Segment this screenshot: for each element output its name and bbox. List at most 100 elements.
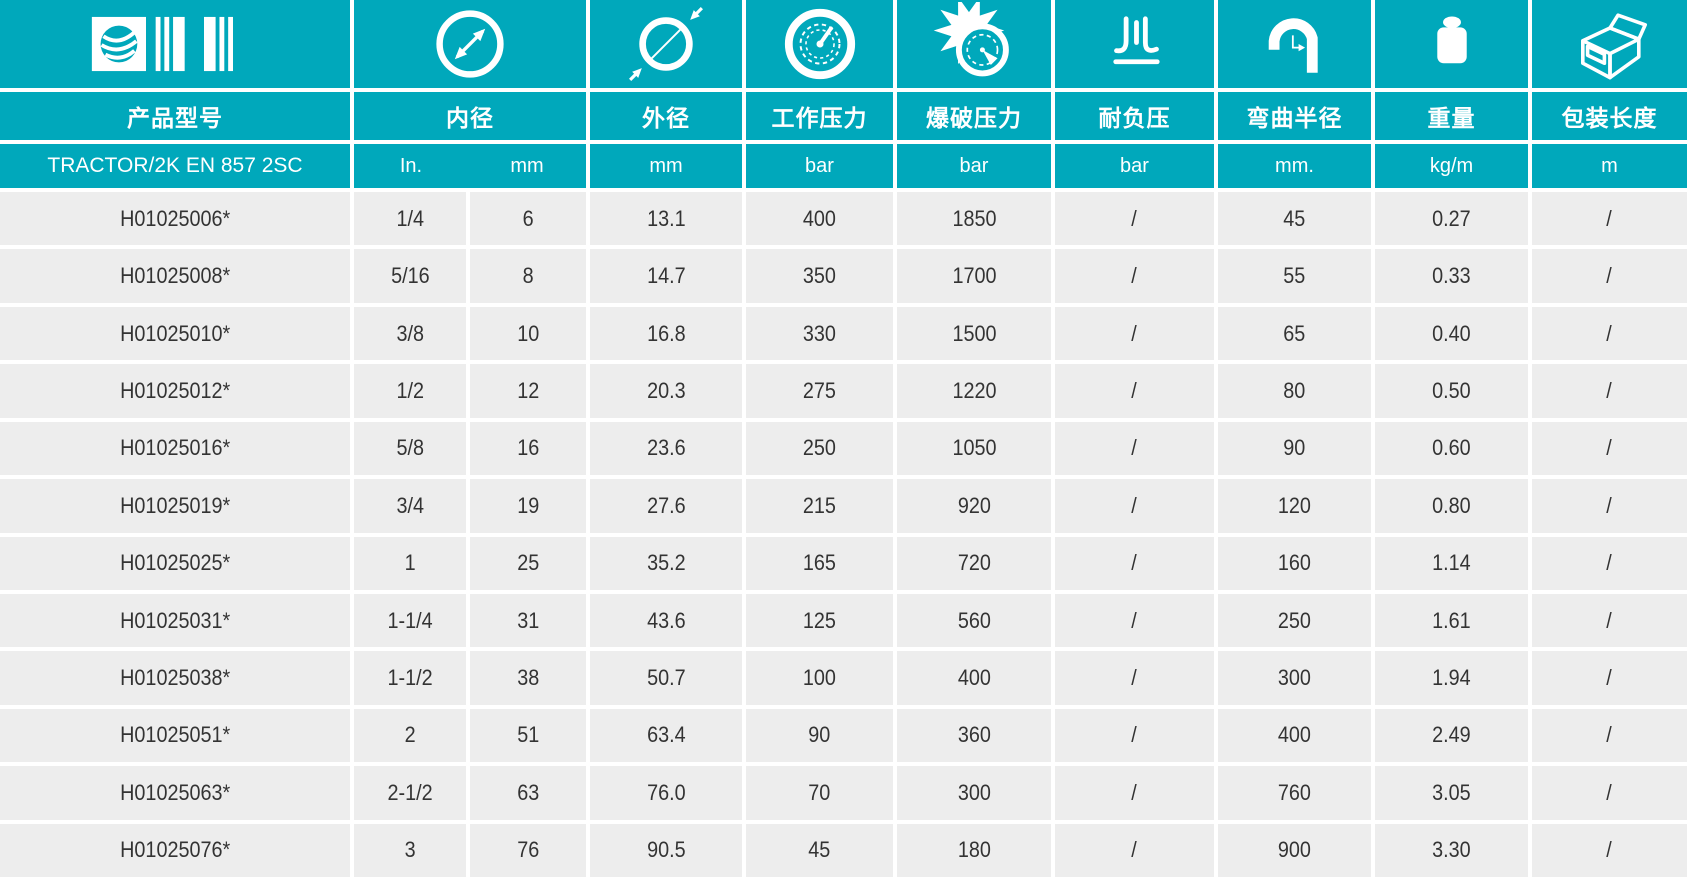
value-cell: 16 — [470, 421, 586, 476]
col-label-vacuum-resistance: 耐负压 — [1055, 92, 1214, 140]
col-label-bend-radius: 弯曲半径 — [1218, 92, 1371, 140]
value-cell: 65 — [1218, 306, 1371, 361]
value-cell: / — [1055, 421, 1214, 476]
value-cell: 76.0 — [590, 766, 742, 820]
value-cell: 90 — [746, 708, 893, 763]
value-cell: 300 — [897, 766, 1051, 820]
value-cell: 1/4 — [354, 192, 466, 246]
product-code-cell: H01025016* — [0, 421, 350, 476]
value-cell: / — [1055, 364, 1214, 418]
value-cell: 3/4 — [354, 479, 466, 533]
value-cell: 31 — [470, 593, 586, 648]
value-cell: 6 — [470, 192, 586, 246]
value-cell: 90 — [1218, 421, 1371, 476]
col-icon-cell-vacuum-resistance — [1055, 0, 1214, 88]
value-cell: 14.7 — [590, 249, 742, 303]
value-cell: / — [1055, 766, 1214, 820]
value-cell: 350 — [746, 249, 893, 303]
col-icon-cell-bend-radius — [1218, 0, 1371, 88]
value-cell: 120 — [1218, 479, 1371, 533]
value-cell: 51 — [470, 708, 586, 763]
col-icon-cell-outer-diameter — [590, 0, 742, 88]
value-cell: / — [1055, 536, 1214, 590]
value-cell: / — [1532, 766, 1687, 820]
value-cell: 900 — [1218, 823, 1371, 877]
value-cell: 760 — [1218, 766, 1371, 820]
value-cell: 3 — [354, 823, 466, 877]
value-cell: 400 — [897, 651, 1051, 705]
value-cell: 43.6 — [590, 593, 742, 648]
value-cell: / — [1532, 249, 1687, 303]
value-cell: 0.27 — [1375, 192, 1528, 246]
value-cell: 1-1/4 — [354, 593, 466, 648]
value-cell: 250 — [1218, 593, 1371, 648]
value-cell: / — [1532, 536, 1687, 590]
value-cell: 1-1/2 — [354, 651, 466, 705]
value-cell: 5/16 — [354, 249, 466, 303]
value-cell: 23.6 — [590, 421, 742, 476]
value-cell: 19 — [470, 479, 586, 533]
value-cell: 8 — [470, 249, 586, 303]
unit-cell-weight: kg/m — [1375, 144, 1528, 188]
unit-cell-package-length: m — [1532, 144, 1687, 188]
value-cell: 25 — [470, 536, 586, 590]
col-label-inner-diameter: 内径 — [354, 92, 586, 140]
value-cell: 920 — [897, 479, 1051, 533]
value-cell: 250 — [746, 421, 893, 476]
value-cell: 80 — [1218, 364, 1371, 418]
value-cell: / — [1532, 306, 1687, 361]
value-cell: 1050 — [897, 421, 1051, 476]
value-cell: 3.30 — [1375, 823, 1528, 877]
value-cell: 1 — [354, 536, 466, 590]
value-cell: 1220 — [897, 364, 1051, 418]
col-icon-cell-weight — [1375, 0, 1528, 88]
barcode-icon — [91, 16, 233, 72]
inner-diameter-icon — [436, 10, 504, 78]
unit-inner-diameter-in: In. — [399, 154, 423, 177]
value-cell: 720 — [897, 536, 1051, 590]
product-code-cell: H01025019* — [0, 479, 350, 533]
value-cell: 1.94 — [1375, 651, 1528, 705]
value-cell: / — [1055, 479, 1214, 533]
col-label-package-length: 包装长度 — [1532, 92, 1687, 140]
value-cell: 2 — [354, 708, 466, 763]
product-code-cell: H01025025* — [0, 536, 350, 590]
unit-cell-vacuum-resistance: bar — [1055, 144, 1214, 188]
value-cell: / — [1532, 192, 1687, 246]
col-icon-cell-product-model — [0, 0, 350, 88]
value-cell: 50.7 — [590, 651, 742, 705]
value-cell: 400 — [746, 192, 893, 246]
vacuum-resistance-icon — [1112, 16, 1160, 65]
value-cell: 125 — [746, 593, 893, 648]
unit-cell-outer-diameter: mm — [590, 144, 742, 188]
unit-cell-inner-diameter: In. mm — [354, 144, 586, 188]
value-cell: 330 — [746, 306, 893, 361]
value-cell: 1.14 — [1375, 536, 1528, 590]
unit-inner-diameter-mm: mm — [510, 154, 544, 177]
value-cell: 1850 — [897, 192, 1051, 246]
weight-icon — [1436, 16, 1467, 64]
unit-cell-bend-radius: mm. — [1218, 144, 1371, 188]
value-cell: / — [1055, 192, 1214, 246]
value-cell: 0.40 — [1375, 306, 1528, 361]
value-cell: 63.4 — [590, 708, 742, 763]
value-cell: 70 — [746, 766, 893, 820]
value-cell: / — [1055, 593, 1214, 648]
value-cell: 0.60 — [1375, 421, 1528, 476]
product-code-cell: H01025051* — [0, 708, 350, 763]
value-cell: / — [1532, 364, 1687, 418]
product-code-cell: H01025063* — [0, 766, 350, 820]
value-cell: 27.6 — [590, 479, 742, 533]
value-cell: / — [1532, 708, 1687, 763]
unit-cell-burst-pressure: bar — [897, 144, 1051, 188]
product-code-cell: H01025038* — [0, 651, 350, 705]
working-pressure-gauge-icon — [784, 8, 855, 80]
value-cell: 1.61 — [1375, 593, 1528, 648]
outer-diameter-icon — [629, 7, 703, 81]
value-cell: 45 — [746, 823, 893, 877]
package-length-icon — [1580, 13, 1647, 80]
value-cell: 1500 — [897, 306, 1051, 361]
value-cell: 100 — [746, 651, 893, 705]
value-cell: 38 — [470, 651, 586, 705]
